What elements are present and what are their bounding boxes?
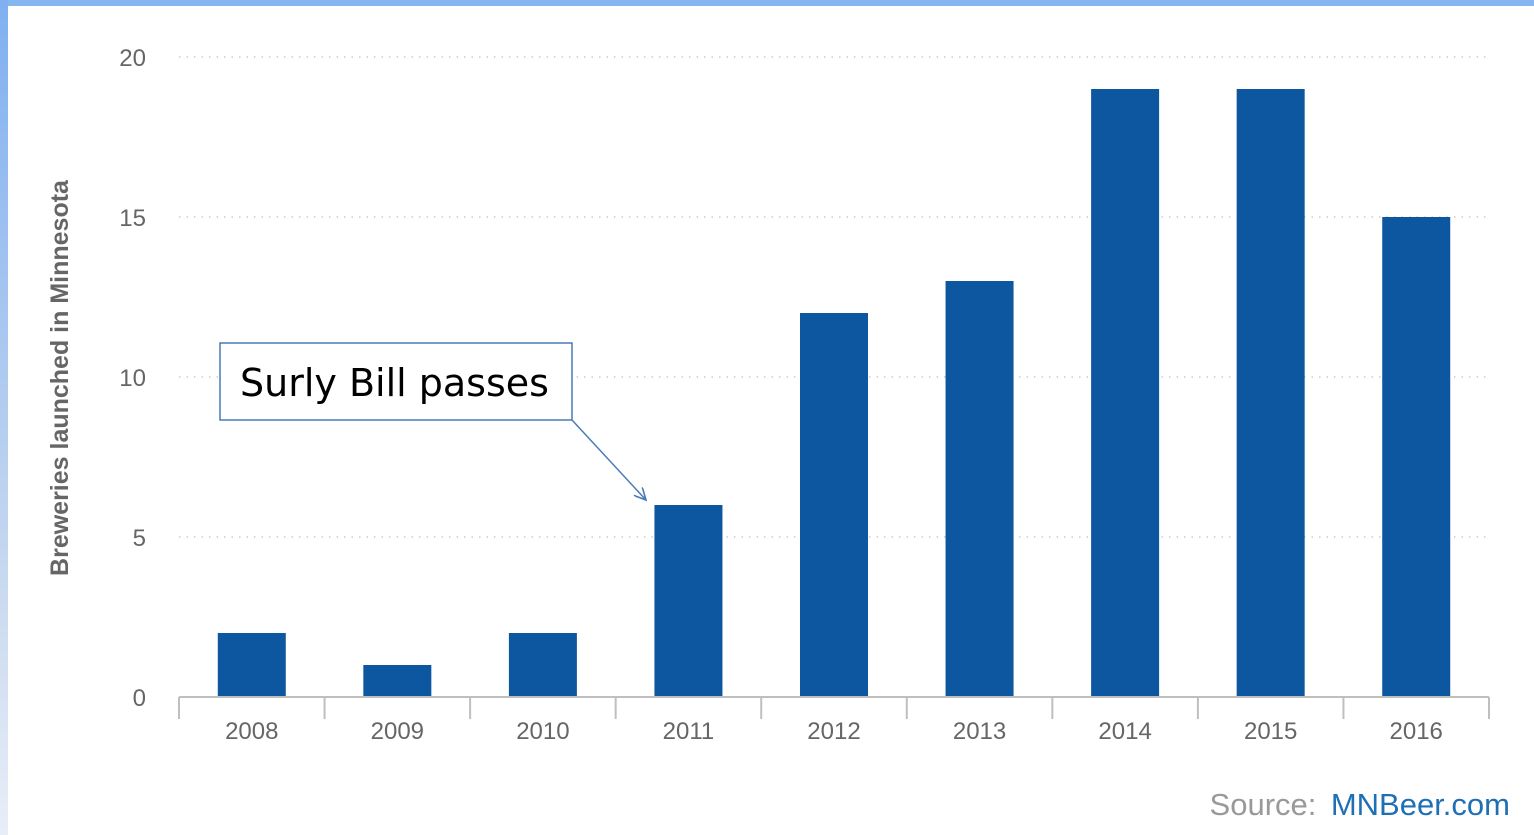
y-axis-label: Breweries launched in Minnesota bbox=[46, 179, 74, 576]
frame-top-border bbox=[0, 0, 1534, 6]
bar-2010 bbox=[508, 633, 577, 697]
source-prefix: Source: bbox=[1210, 787, 1317, 822]
bar-2012 bbox=[800, 313, 868, 697]
x-tick-label: 2010 bbox=[516, 718, 569, 745]
x-tick-label: 2012 bbox=[807, 718, 860, 745]
bar-2013 bbox=[945, 281, 1014, 697]
bar-2009 bbox=[363, 665, 432, 697]
source-link[interactable]: MNBeer.com bbox=[1331, 787, 1510, 822]
callout-text: Surly Bill passes bbox=[240, 361, 549, 405]
x-tick-label: 2013 bbox=[953, 718, 1006, 745]
callout-arrow bbox=[571, 419, 646, 500]
bar-2011 bbox=[654, 505, 723, 697]
callout-box bbox=[219, 342, 573, 421]
bar-2008 bbox=[217, 633, 286, 697]
frame-left-border bbox=[0, 0, 8, 835]
bar-2015 bbox=[1236, 89, 1305, 697]
x-tick-label: 2011 bbox=[663, 718, 715, 745]
bar-2014 bbox=[1091, 89, 1160, 697]
bar-2016 bbox=[1382, 217, 1451, 697]
y-tick-label: 20 bbox=[119, 45, 146, 72]
y-tick-label: 10 bbox=[119, 365, 146, 392]
y-tick-label: 15 bbox=[119, 205, 146, 232]
x-tick-label: 2009 bbox=[371, 718, 424, 745]
x-tick-label: 2015 bbox=[1244, 718, 1297, 745]
x-tick-label: 2014 bbox=[1098, 718, 1151, 745]
y-tick-label: 5 bbox=[133, 525, 146, 552]
y-tick-label: 0 bbox=[133, 685, 146, 712]
source-credit: Source: MNBeer.com bbox=[1210, 787, 1510, 822]
annotation-callout: Surly Bill passes bbox=[219, 342, 646, 500]
x-tick-label: 2008 bbox=[225, 718, 278, 745]
bars bbox=[217, 89, 1451, 697]
x-axis: 2008 2009 2010 2011 2012 2013 2014 2015 2016 bbox=[178, 696, 1490, 745]
x-tick-label: 2016 bbox=[1390, 718, 1443, 745]
y-axis-ticks: 0 5 10 15 20 bbox=[119, 45, 146, 712]
